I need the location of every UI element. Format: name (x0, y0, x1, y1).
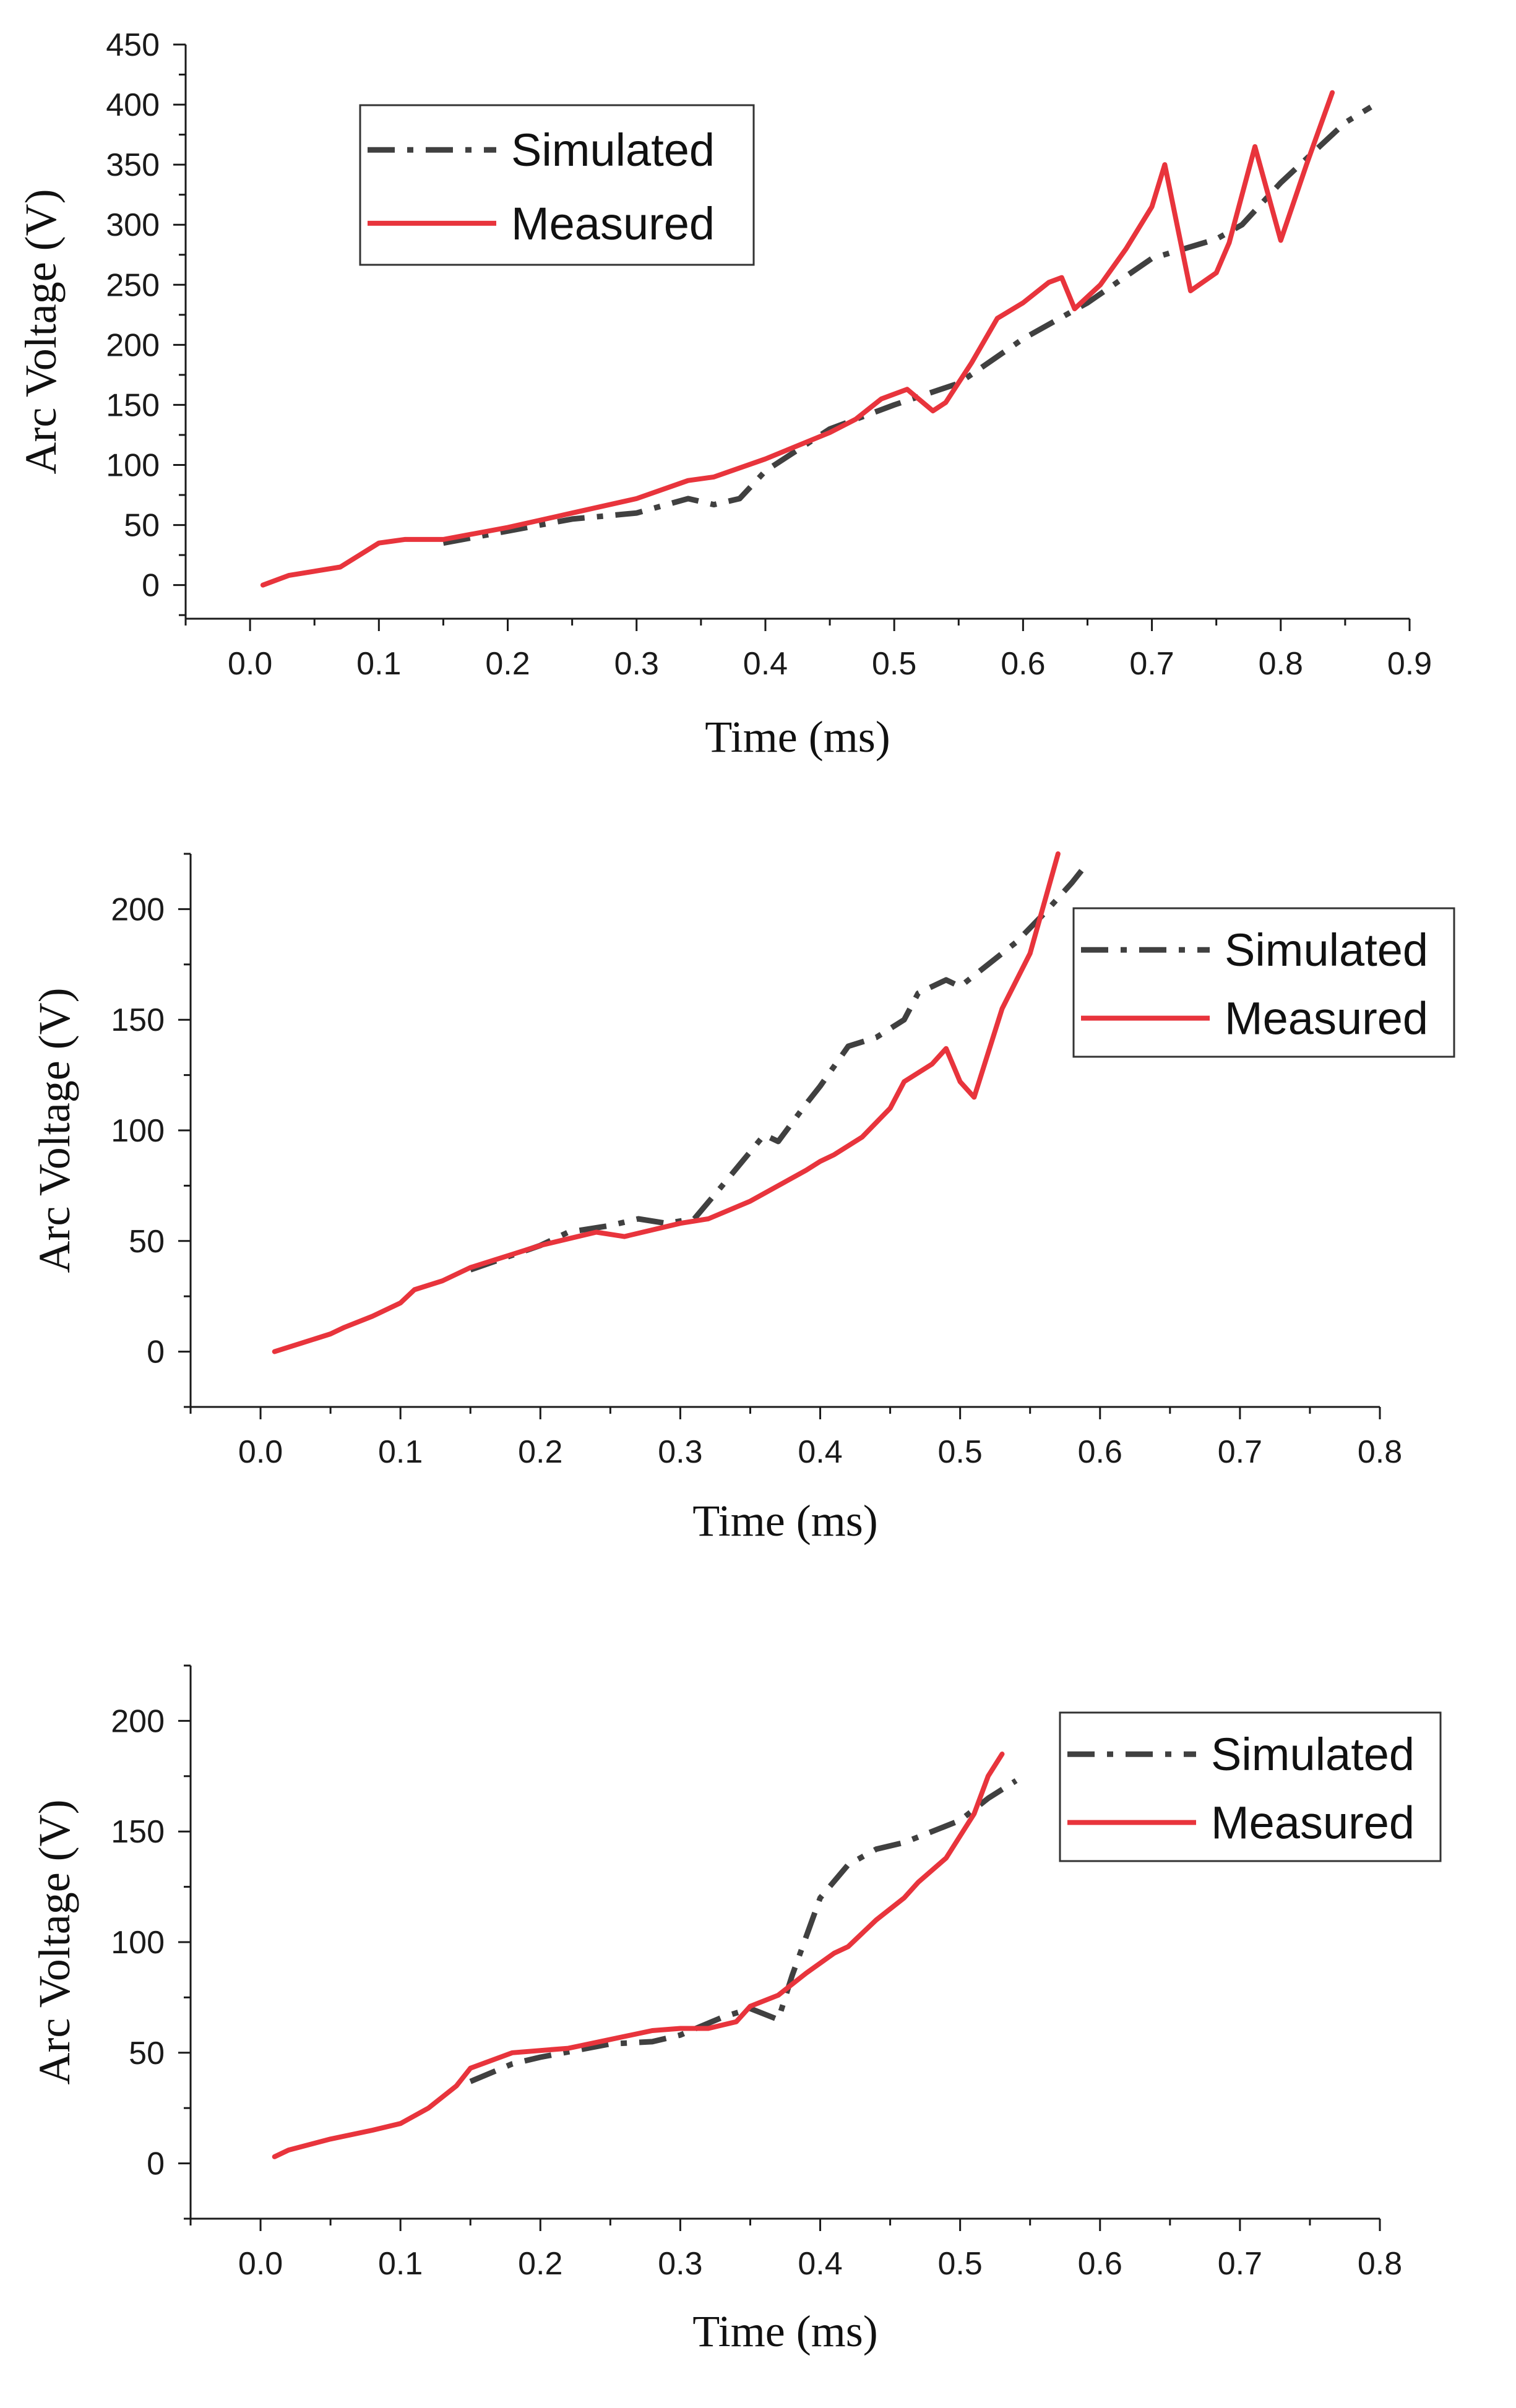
legend-simulated-label: Simulated (511, 124, 715, 176)
arc-voltage-chart-3: 0.0 0.1 0.2 0.3 0.4 0.5 0.6 0.7 0.8 0 50 100 150 200 T… (30, 1664, 1442, 2356)
simulated-series-line (469, 1778, 1018, 2084)
chart-panel-3: 0.0 0.1 0.2 0.3 0.4 0.5 0.6 0.7 0.8 0 50 100 150 200 T… (0, 1604, 1516, 2408)
y-tick-label: 100 (111, 1925, 165, 1961)
y-tick-label: 50 (129, 1224, 165, 1260)
x-tick-label: 0.5 (937, 1434, 982, 1470)
measured-series-line (272, 851, 1061, 1354)
y-axis-title: Arc Voltage (V) (30, 987, 79, 1273)
y-tick-label: 100 (111, 1113, 165, 1149)
x-tick-label: 0.2 (485, 646, 530, 682)
y-axis-title: Arc Voltage (V) (30, 1799, 79, 2084)
y-tick-label: 50 (124, 508, 160, 544)
x-tick-label: 0.3 (658, 2246, 702, 2282)
y-tick-label: 150 (111, 1814, 165, 1850)
y-tick-label: 0 (142, 568, 160, 604)
legend: Simulated Measured (1059, 1711, 1442, 1862)
measured-series-line (260, 90, 1335, 588)
chart-panel-2: 0.0 0.1 0.2 0.3 0.4 0.5 0.6 0.7 0.8 0 50 100 150 200 T… (0, 799, 1516, 1604)
arc-voltage-chart-2: 0.0 0.1 0.2 0.3 0.4 0.5 0.6 0.7 0.8 0 50 100 150 200 T… (30, 851, 1455, 1546)
y-tick-label: 0 (147, 1335, 165, 1370)
x-tick-label: 0.0 (238, 1434, 283, 1470)
y-tick-label: 400 (106, 87, 160, 123)
legend-box (1072, 907, 1455, 1058)
x-tick-label: 0.2 (518, 2246, 562, 2282)
x-tick-label: 0.6 (1001, 646, 1045, 682)
arc-voltage-chart-1: 0.0 0.1 0.2 0.3 0.4 0.5 0.6 0.7 0.8 0.9 0 50 100 150 2… (16, 27, 1432, 762)
legend-simulated-label: Simulated (1211, 1729, 1415, 1780)
y-axis-title: Arc Voltage (V) (16, 189, 66, 474)
y-tick-label: 50 (129, 2036, 165, 2071)
y-tick-label: 0 (147, 2146, 165, 2182)
y-tick-label: 200 (111, 892, 165, 927)
x-tick-label: 0.8 (1358, 1434, 1402, 1470)
y-tick-label: 150 (111, 1002, 165, 1038)
y-tick-label: 150 (106, 387, 160, 423)
y-tick-label: 250 (106, 267, 160, 303)
x-tick-label: 0.4 (743, 646, 788, 682)
y-tick-label: 450 (106, 27, 160, 63)
y-tick-label: 200 (111, 1703, 165, 1739)
x-tick-label: 0.7 (1218, 1434, 1262, 1470)
x-tick-label: 0.7 (1218, 2246, 1262, 2282)
measured-series-line (272, 1752, 1005, 2159)
x-tick-label: 0.2 (518, 1434, 562, 1470)
x-tick-label: 0.3 (658, 1434, 702, 1470)
legend-measured-label: Measured (1225, 993, 1428, 1044)
legend: Simulated Measured (359, 104, 755, 266)
x-tick-label: 0.8 (1259, 646, 1303, 682)
x-tick-label: 0.4 (798, 1434, 842, 1470)
legend-box (1059, 1711, 1442, 1862)
legend-measured-label: Measured (511, 198, 715, 249)
chart-panel-1: 0.0 0.1 0.2 0.3 0.4 0.5 0.6 0.7 0.8 0.9 0 50 100 150 2… (0, 0, 1516, 799)
x-axis-title: Time (ms) (692, 2307, 877, 2356)
y-tick-label: 300 (106, 207, 160, 243)
x-tick-label: 0.3 (614, 646, 659, 682)
x-tick-label: 0.5 (937, 2246, 982, 2282)
x-tick-label: 0.0 (228, 646, 272, 682)
x-tick-label: 0.1 (356, 646, 401, 682)
x-axis-title: Time (ms) (692, 1496, 877, 1546)
x-tick-label: 0.1 (378, 2246, 423, 2282)
x-tick-label: 0.5 (872, 646, 916, 682)
y-tick-label: 350 (106, 147, 160, 183)
x-tick-label: 0.4 (798, 2246, 842, 2282)
x-tick-label: 0.7 (1129, 646, 1174, 682)
legend-measured-label: Measured (1211, 1797, 1415, 1849)
simulated-series-line (469, 863, 1088, 1273)
x-tick-label: 0.8 (1358, 2246, 1402, 2282)
x-tick-label: 0.1 (378, 1434, 423, 1470)
legend-box (359, 104, 755, 266)
x-tick-label: 0.6 (1078, 1434, 1122, 1470)
legend-simulated-label: Simulated (1225, 924, 1428, 976)
simulated-series-line (442, 105, 1372, 546)
x-tick-label: 0.6 (1078, 2246, 1122, 2282)
x-tick-label: 0.9 (1387, 646, 1432, 682)
x-axis-title: Time (ms) (705, 712, 890, 762)
legend: Simulated Measured (1072, 907, 1455, 1058)
x-tick-label: 0.0 (238, 2246, 283, 2282)
y-tick-label: 200 (106, 327, 160, 363)
y-tick-label: 100 (106, 447, 160, 483)
